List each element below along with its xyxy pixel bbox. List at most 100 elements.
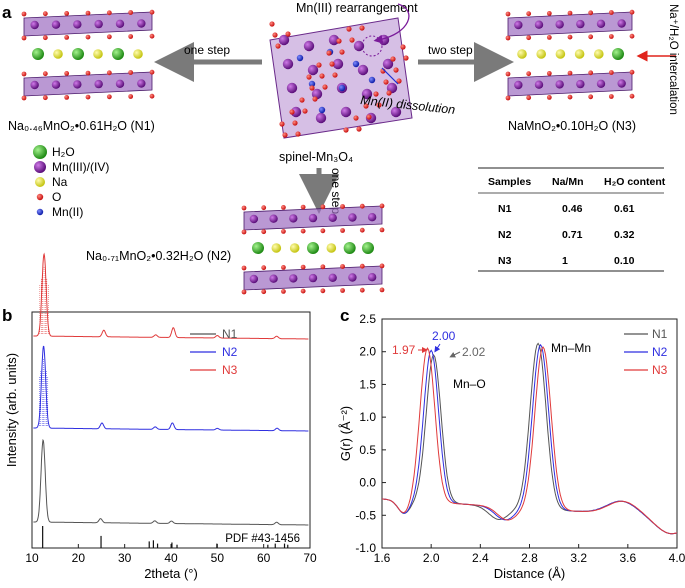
series-n3 <box>381 346 678 535</box>
spinel-label: spinel-Mn₃O₄ <box>279 150 353 164</box>
o-atom <box>588 10 594 16</box>
na-atom <box>594 49 604 59</box>
o-atom <box>340 288 345 293</box>
table-header: Samples <box>488 176 531 188</box>
legend-swatch <box>34 161 46 173</box>
o-atom <box>403 55 409 61</box>
x-axis-label: Distance (Å) <box>494 566 566 581</box>
y-tick-label: -0.5 <box>355 508 376 522</box>
o-atom <box>608 70 614 75</box>
dissolution-arrow <box>381 67 399 85</box>
mn-atom <box>367 213 377 222</box>
x-tick-label: 40 <box>164 551 178 565</box>
o-atom <box>329 61 335 67</box>
mn3-atom <box>340 106 352 118</box>
o-atom <box>505 95 511 101</box>
legend-swatch <box>36 208 44 216</box>
legend-label: N2 <box>652 345 668 359</box>
mn-atom <box>115 19 125 28</box>
o-atom <box>281 229 286 234</box>
series-n3 <box>33 252 309 340</box>
mn-atom <box>348 213 357 222</box>
mn-atom <box>269 214 278 223</box>
y-tick-label: 2.0 <box>359 345 376 359</box>
mn-atom <box>289 214 298 223</box>
o-atom <box>42 95 48 101</box>
mn3-atom <box>353 40 365 52</box>
o-atom <box>588 34 594 40</box>
annotation-mn-o: Mn–O <box>453 377 486 391</box>
o-atom <box>261 205 267 211</box>
o-atom <box>332 72 338 78</box>
o-atom <box>546 71 552 76</box>
o-atom <box>359 263 365 269</box>
o-atom <box>302 108 308 114</box>
x-tick-label: 1.6 <box>374 551 391 565</box>
mn-atom <box>137 19 146 28</box>
o-atom <box>64 71 70 76</box>
o-atom <box>106 94 112 100</box>
o-atom <box>546 11 552 16</box>
table-cell: 0.32 <box>614 229 635 241</box>
x-tick-label: 2.8 <box>521 551 538 565</box>
table-cell: 0.10 <box>614 255 635 267</box>
x-tick-label: 50 <box>211 551 225 565</box>
table-cell: 1 <box>562 255 568 267</box>
o-atom <box>546 95 552 100</box>
o-atom <box>396 78 402 84</box>
mn3-atom <box>278 34 290 46</box>
mn-atom <box>51 80 61 89</box>
o-atom <box>608 10 614 15</box>
na-atom <box>289 243 300 253</box>
o-atom <box>567 70 573 76</box>
o-atom <box>21 95 27 101</box>
mn-atom <box>596 79 606 89</box>
table-cell: N1 <box>498 203 512 215</box>
na-atom <box>133 49 143 59</box>
o-atom <box>128 10 134 15</box>
n1-formula: Na₀.₄₆MnO₂•0.61H₂O (N1) <box>8 119 155 133</box>
table-cell: N3 <box>498 255 512 267</box>
h2o-molecule <box>307 242 319 254</box>
legend-label: N3 <box>652 363 668 377</box>
mn-atom <box>94 79 103 89</box>
mn-atom <box>514 80 523 90</box>
mn3-rearrangement-label: Mn(III) rearrangement <box>296 1 418 15</box>
o-atom <box>149 69 155 75</box>
x-tick-label: 3.6 <box>619 551 636 565</box>
mn-atom <box>555 80 564 89</box>
o-atom <box>312 96 318 102</box>
na-atom <box>53 49 63 59</box>
o-atom <box>567 34 573 40</box>
o-atom <box>336 38 342 44</box>
o-atom <box>106 70 112 76</box>
o-atom <box>281 265 286 270</box>
o-atom <box>363 103 369 109</box>
o-atom <box>359 227 365 233</box>
o-atom <box>359 25 365 31</box>
o-atom <box>629 33 635 39</box>
na-atom <box>555 49 566 59</box>
o-atom <box>546 35 552 40</box>
o-atom <box>64 95 70 100</box>
na-atom <box>271 243 282 253</box>
mn-atom <box>576 79 585 89</box>
o-atom <box>629 93 635 99</box>
plot-frame <box>381 318 678 549</box>
o-atom <box>379 287 385 293</box>
mno6-layer <box>507 11 633 37</box>
mn-atom <box>328 273 337 282</box>
o-atom <box>359 287 365 293</box>
o-atom <box>629 69 635 75</box>
mn-atom <box>137 79 146 88</box>
x-tick-label: 3.2 <box>570 551 587 565</box>
o-atom <box>128 34 134 39</box>
o-atom <box>526 71 532 77</box>
h2o-molecule <box>112 48 124 60</box>
legend-swatch <box>36 193 44 201</box>
na-atom <box>326 243 337 253</box>
o-atom <box>340 204 345 209</box>
table-cell: 0.61 <box>614 203 635 215</box>
o-atom <box>21 35 27 41</box>
